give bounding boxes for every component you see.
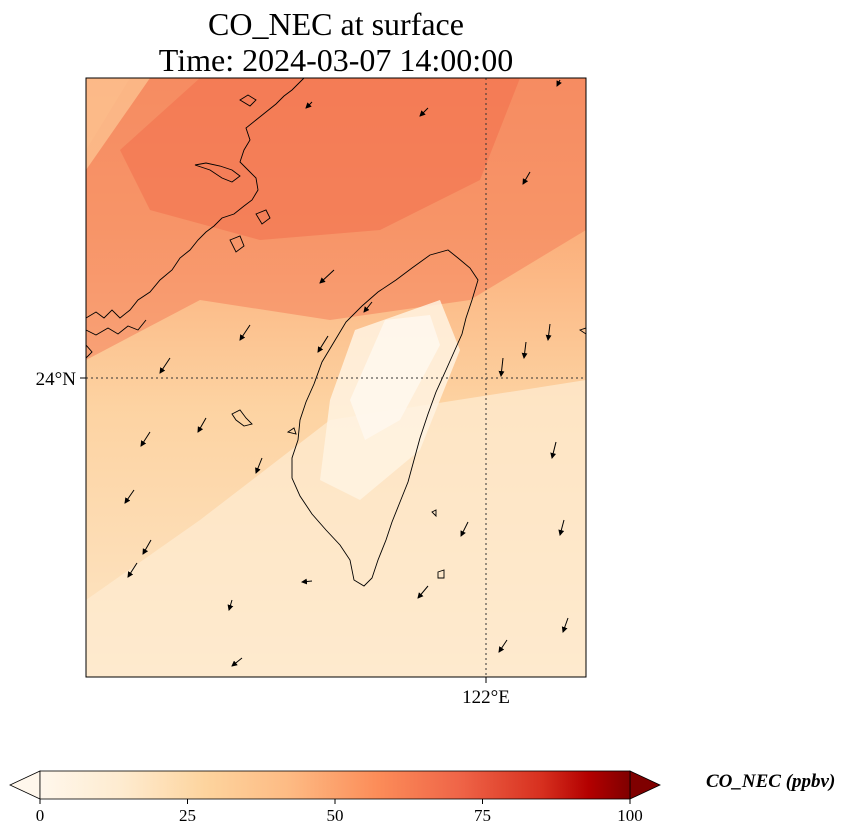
plot-title-line1: CO_NEC at surface [208,6,464,42]
plot-title-line2: Time: 2024-03-07 14:00:00 [158,42,514,78]
colorbar-extend-max [629,770,661,800]
coastlines [86,78,586,587]
colorbar-tick-label: 50 [327,806,344,825]
colorbar-label: CO_NEC (ppbv) [706,771,835,792]
lon-label: 122°E [462,687,510,708]
colorbar-ticks: 0 25 50 75 100 [36,799,643,825]
colorbar-gradient [39,770,631,800]
colorbar-tick-label: 75 [474,806,491,825]
colorbar-extend-min [9,770,41,800]
colorbar: 0 25 50 75 100 CO_NEC (ppbv) [9,770,835,825]
colorbar-tick-label: 100 [617,806,643,825]
colorbar-tick-label: 0 [36,806,45,825]
lat-label: 24°N [36,369,77,390]
colorbar-tick-label: 25 [179,806,196,825]
wind-vectors [124,79,569,667]
